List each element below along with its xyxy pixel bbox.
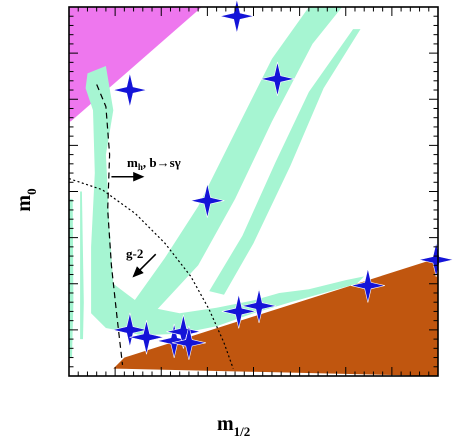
excluded-region-bottom-right: [113, 257, 439, 376]
boundary-curves-layer: [68, 84, 234, 369]
constraint-arrow-2: [132, 253, 157, 278]
regions-layer: [69, 7, 439, 376]
x-axis-label: m1/2: [217, 413, 250, 439]
y-axis-label: m0: [13, 188, 39, 211]
benchmark-star-10: [129, 320, 164, 355]
benchmark-star-9: [112, 312, 147, 347]
g2-boundary: [68, 178, 234, 369]
benchmark-star-1: [219, 0, 254, 34]
benchmark-star-8: [221, 294, 256, 329]
benchmark-star-5: [419, 242, 454, 277]
excluded-region-top-left: [69, 7, 202, 122]
allowed-strip-5: [80, 191, 84, 340]
higgs-bsg-boundary: [96, 84, 124, 365]
benchmark-star-3: [260, 61, 295, 97]
benchmark-star-12: [166, 314, 201, 349]
allowed-strip-3: [69, 198, 74, 358]
benchmark-star-2: [112, 72, 147, 108]
benchmark-star-6: [350, 268, 385, 303]
constraint-label: mh, b→sγ: [127, 155, 181, 172]
benchmark-points-layer: [112, 0, 454, 360]
plot-frame: [68, 6, 439, 377]
allowed-strip-4: [85, 66, 365, 336]
allowed-strip-2: [209, 29, 361, 295]
g2-label: g-2: [126, 246, 143, 261]
benchmark-star-4: [190, 183, 225, 218]
benchmark-star-7: [241, 288, 277, 323]
benchmark-star-13: [171, 325, 206, 360]
allowed-strip-1: [128, 7, 343, 317]
